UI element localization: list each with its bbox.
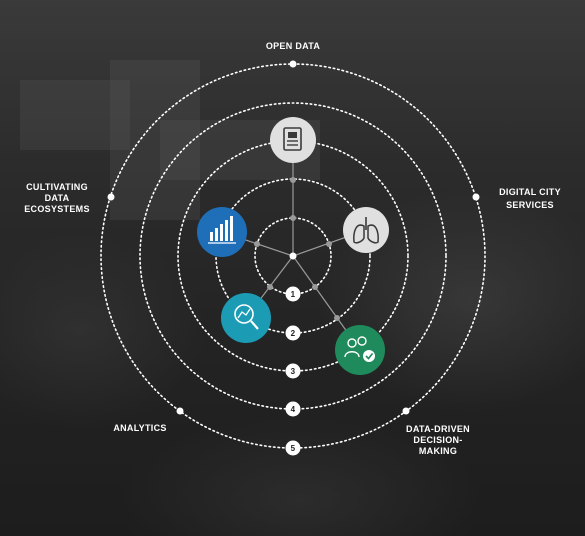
pillar-dot-digital-city — [472, 193, 480, 201]
label-cultivating-line2: DATA — [45, 193, 70, 203]
joint — [254, 241, 260, 247]
background-building — [20, 80, 130, 150]
label-analytics: ANALYTICS — [113, 423, 166, 433]
background-building — [110, 60, 200, 220]
joint — [290, 215, 296, 221]
pillar-dot-cultivating — [107, 193, 115, 201]
label-digital-city-line2: SERVICES — [506, 200, 554, 210]
ring-badge — [285, 401, 301, 417]
ring-badge — [285, 325, 301, 341]
document-icon — [270, 117, 316, 163]
pillar-dot-analytics — [176, 407, 184, 415]
lungs-icon — [343, 207, 389, 253]
ring-number-1: 1 — [291, 290, 296, 299]
pillar-dot-open-data — [289, 60, 297, 68]
ring-number-5: 5 — [291, 444, 296, 453]
label-data-driven-line3: MAKING — [419, 446, 457, 456]
label-cultivating-line3: ECOSYSTEMS — [24, 204, 90, 214]
magnifier-chart-icon — [221, 293, 271, 343]
joint — [267, 284, 273, 290]
ring-number-2: 2 — [291, 329, 296, 338]
joint — [326, 241, 332, 247]
ring-badge — [285, 363, 301, 379]
ring-number-3: 3 — [291, 367, 296, 376]
label-cultivating-line1: CULTIVATING — [26, 182, 88, 192]
ring-badge — [285, 440, 301, 456]
pillar-dot-data-driven — [402, 407, 410, 415]
joint — [312, 284, 318, 290]
label-open-data: OPEN DATA — [266, 41, 321, 51]
label-data-driven-line1: DATA-DRIVEN — [406, 424, 470, 434]
ring-number-4: 4 — [291, 405, 296, 414]
ring-badge — [285, 286, 301, 302]
ring-number-badges: 1 2 3 4 5 — [285, 286, 301, 456]
spoke-joints — [254, 177, 340, 321]
joint — [334, 315, 340, 321]
joint — [290, 177, 296, 183]
label-digital-city-line1: DIGITAL CITY — [499, 187, 561, 197]
joint — [289, 252, 297, 260]
bar-chart-icon — [197, 207, 247, 257]
pillar-dots — [107, 60, 480, 415]
people-check-icon — [335, 325, 385, 375]
label-data-driven-line2: DECISION- — [413, 435, 462, 445]
